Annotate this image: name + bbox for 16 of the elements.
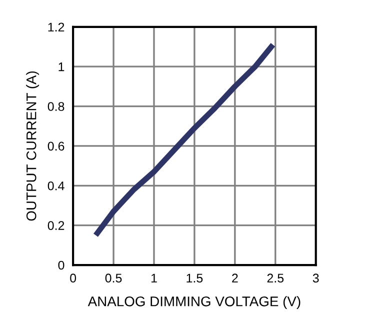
x-tick-label: 1 <box>151 274 157 282</box>
y-tick-label: 0 <box>58 260 64 270</box>
y-tick-label: 0.2 <box>48 221 64 230</box>
x-tick-label: 3 <box>312 274 319 283</box>
y-tick-label: 1 <box>58 62 64 72</box>
y-tick-label: 0.6 <box>48 142 64 151</box>
x-tick-label: 0 <box>70 274 76 283</box>
x-tick-label: 1.5 <box>186 274 203 283</box>
y-tick-label: 1.2 <box>48 22 64 32</box>
y-axis-title: OUTPUT CURRENT (A) <box>26 71 40 221</box>
x-axis-title: ANALOG DIMMING VOLTAGE (V) <box>88 296 300 310</box>
y-tick-label: 0.4 <box>48 181 64 190</box>
x-tick-label: 0.5 <box>105 274 122 283</box>
x-tick-label: 2.5 <box>267 274 284 283</box>
x-tick-label: 2 <box>232 274 238 282</box>
y-tick-label: 0.8 <box>48 102 64 111</box>
